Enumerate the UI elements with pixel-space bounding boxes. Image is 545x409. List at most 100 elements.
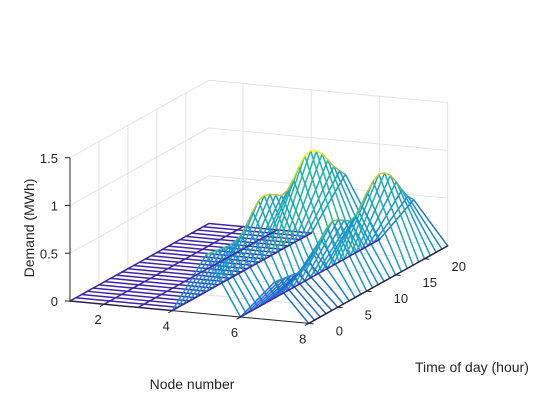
mesh-line-hour xyxy=(126,290,163,296)
mesh-line-hour xyxy=(383,172,420,263)
x-tick xyxy=(168,310,173,314)
mesh-line-node xyxy=(304,149,312,157)
x-tick-label: 2 xyxy=(94,312,101,327)
mesh-line-hour xyxy=(281,150,318,250)
mesh-line-hour xyxy=(401,189,437,254)
mesh-line-node xyxy=(325,220,334,229)
mesh-line-node xyxy=(297,267,305,274)
mesh-line-node xyxy=(230,251,238,257)
mesh-line-node xyxy=(127,264,135,270)
mesh-line-node xyxy=(201,267,209,273)
mesh-line-hour xyxy=(269,193,305,283)
mesh-line-node xyxy=(121,267,129,273)
z-tick-label: 1 xyxy=(51,199,58,214)
mesh-line-hour xyxy=(338,180,374,263)
mesh-line-node xyxy=(207,242,215,247)
mesh-line-node xyxy=(281,245,289,250)
mesh-line-hour xyxy=(98,284,134,289)
gridline-backwall xyxy=(208,127,448,151)
mesh-line-node xyxy=(378,172,386,175)
mesh-line-node xyxy=(236,225,244,231)
mesh-line-node xyxy=(372,173,380,182)
mesh-line-node xyxy=(308,251,316,264)
mesh-line-node xyxy=(103,277,112,283)
mesh-line-node xyxy=(190,251,198,257)
mesh-line-node xyxy=(178,258,186,263)
mesh-line-hour xyxy=(138,261,175,267)
mesh-line-hour xyxy=(343,219,379,286)
mesh-line-node xyxy=(177,280,186,286)
mesh-line-hour xyxy=(338,170,375,244)
mesh-line-hour xyxy=(228,244,265,305)
mesh-line-hour xyxy=(251,276,287,312)
mesh-line-node xyxy=(167,264,175,270)
mesh-line-node xyxy=(218,258,226,263)
mesh-line-hour xyxy=(354,215,391,279)
mesh-line-node xyxy=(184,255,192,260)
y-tick-label: 10 xyxy=(394,291,408,306)
gridline-sidewall xyxy=(69,79,210,159)
y-tick-label: 5 xyxy=(365,307,372,322)
mesh-line-node xyxy=(143,277,152,283)
mesh-line-node xyxy=(280,189,289,197)
mesh-line-node xyxy=(80,290,89,296)
mesh-line-hour xyxy=(144,258,181,263)
mesh-line-hour xyxy=(143,280,180,286)
mesh-line-node xyxy=(98,280,106,286)
mesh-line-node xyxy=(103,300,111,305)
x-axis-line xyxy=(69,300,309,324)
mesh-line-node xyxy=(338,258,346,263)
mesh-line-node xyxy=(245,309,253,315)
mesh-line-node xyxy=(262,300,271,305)
mesh-line-node xyxy=(240,223,248,236)
mesh-line-node xyxy=(298,155,306,168)
mesh-line-node xyxy=(188,296,197,302)
mesh-line-node xyxy=(273,278,282,283)
mesh-line-hour xyxy=(320,215,357,273)
mesh-line-node xyxy=(92,284,100,289)
mesh-line-node xyxy=(223,277,231,283)
mesh-line-hour xyxy=(314,251,350,302)
mesh-line-node xyxy=(200,290,208,296)
x-tick-label: 6 xyxy=(231,325,238,340)
mesh-line-node xyxy=(241,245,249,251)
mesh-line-hour xyxy=(183,249,219,305)
mesh-line-node xyxy=(259,235,267,241)
mesh-line-hour xyxy=(349,220,385,283)
z-tick-label: 0 xyxy=(51,294,58,309)
mesh-line-node xyxy=(202,222,210,228)
y-tick-label: 20 xyxy=(452,259,466,274)
mesh-line-hour xyxy=(286,189,323,273)
mesh-line-node xyxy=(360,191,368,206)
mesh-line-node xyxy=(275,248,284,254)
mesh-line-node xyxy=(355,248,363,254)
mesh-line-hour xyxy=(298,165,335,241)
mesh-line-node xyxy=(179,235,187,241)
mesh-line-hour xyxy=(241,194,277,273)
mesh-line-node xyxy=(234,234,242,243)
mesh-line-hour xyxy=(285,276,322,318)
mesh-line-hour xyxy=(320,238,356,299)
mesh-line-node xyxy=(171,306,179,312)
mesh-line-node xyxy=(264,254,272,260)
mesh-line-hour xyxy=(103,280,140,286)
mesh-line-hour xyxy=(172,287,208,292)
mesh-line-node xyxy=(274,293,282,299)
mesh-line-node xyxy=(172,261,181,267)
x-tick-label: 4 xyxy=(163,319,170,334)
mesh-line-node xyxy=(314,238,322,253)
mesh-line-node xyxy=(86,287,94,293)
mesh-line-hour xyxy=(121,271,157,276)
mesh-line-node xyxy=(189,274,197,280)
mesh-line-node xyxy=(194,293,202,299)
mesh-line-hour xyxy=(154,296,191,302)
mesh-line-hour xyxy=(325,227,362,296)
mesh-line-node xyxy=(251,199,260,213)
mesh-line-node xyxy=(258,258,266,263)
mesh-line-node xyxy=(286,178,294,192)
mesh-line-hour xyxy=(367,189,403,247)
mesh-line-hour xyxy=(302,267,339,308)
z-tick-label: 0.5 xyxy=(40,246,58,261)
mesh-line-node xyxy=(279,276,287,281)
